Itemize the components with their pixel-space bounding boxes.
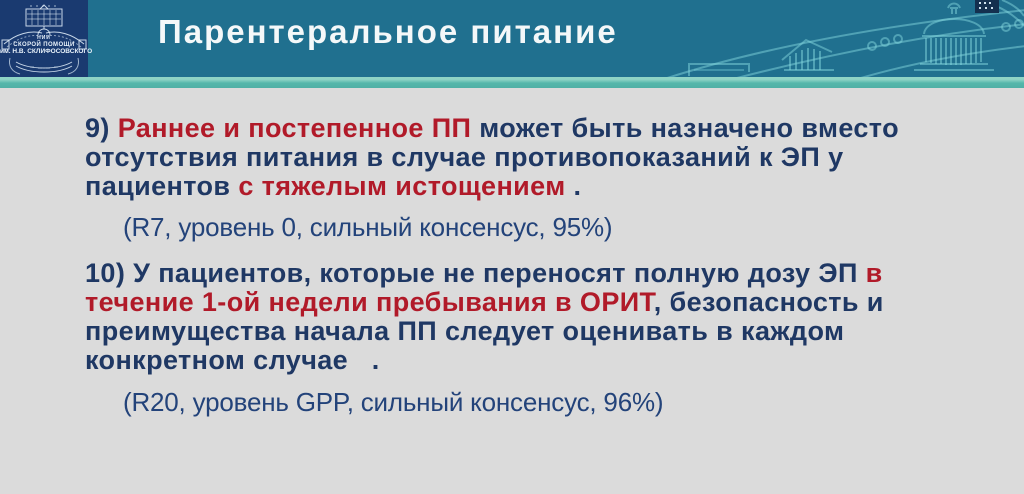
- statement-10: 10) У пациентов, которые не переносят по…: [85, 259, 945, 375]
- slide-content: 9) Раннее и постепенное ПП может быть на…: [85, 88, 965, 417]
- statement-10-seg-navy: , безопасность и преимущества начала ПП …: [85, 287, 884, 375]
- logo-text-line1: НИИ: [37, 35, 51, 41]
- logo-text-line2: СКОРОЙ ПОМОЩИ: [13, 42, 75, 48]
- statement-9-seg-red: Раннее и постепенное ПП: [117, 113, 472, 143]
- citation-10: (R20, уровень GPP, сильный консенсус, 96…: [123, 387, 664, 417]
- institute-logo: НИИ СКОРОЙ ПОМОЩИ им. Н.В. СКЛИФОСОВСКОГ…: [0, 0, 93, 77]
- corner-badge: [975, 0, 999, 13]
- statement-9-seg-navy: 9): [85, 113, 118, 143]
- statement-10-seg-navy: 10) У пациентов, которые не переносят по…: [85, 258, 866, 288]
- statement-9: 9) Раннее и постепенное ПП может быть на…: [85, 114, 945, 201]
- statement-9-seg-navy: может быть назначено вместо отсутствия п…: [85, 113, 899, 201]
- header-accent-strip: [0, 77, 1024, 88]
- building-lineart-icon: [667, 0, 1024, 77]
- header-band: НИИ СКОРОЙ ПОМОЩИ им. Н.В. СКЛИФОСОВСКОГ…: [0, 0, 1024, 77]
- statement-9-seg-red: с тяжелым истощением: [238, 171, 566, 201]
- building-emblem-icon: [1, 4, 87, 75]
- citation-9: (R7, уровень 0, сильный консенсус, 95%): [123, 212, 613, 242]
- logo-text-line3: им. Н.В. СКЛИФОСОВСКОГО: [0, 48, 93, 55]
- statement-10-seg-red: в течение 1-ой недели пребывания в ОРИТ: [85, 258, 883, 317]
- slide-title: Парентеральное питание: [158, 13, 618, 50]
- statement-9-seg-navy: .: [565, 171, 582, 201]
